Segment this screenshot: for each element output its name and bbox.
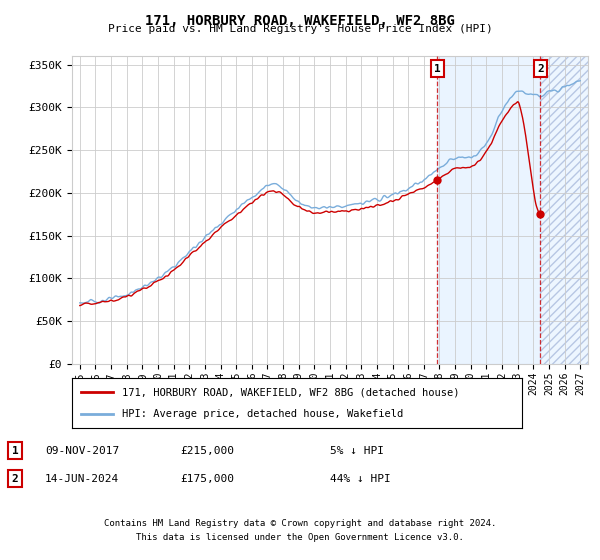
Text: HPI: Average price, detached house, Wakefield: HPI: Average price, detached house, Wake…	[121, 409, 403, 419]
Text: This data is licensed under the Open Government Licence v3.0.: This data is licensed under the Open Gov…	[136, 533, 464, 542]
Text: Price paid vs. HM Land Registry's House Price Index (HPI): Price paid vs. HM Land Registry's House …	[107, 24, 493, 34]
Text: Contains HM Land Registry data © Crown copyright and database right 2024.: Contains HM Land Registry data © Crown c…	[104, 519, 496, 528]
Text: 1: 1	[434, 64, 440, 74]
Text: 09-NOV-2017: 09-NOV-2017	[45, 446, 119, 456]
Text: £215,000: £215,000	[180, 446, 234, 456]
Text: 1: 1	[11, 446, 19, 456]
Bar	[541, 56, 588, 364]
Text: 5% ↓ HPI: 5% ↓ HPI	[330, 446, 384, 456]
Text: £175,000: £175,000	[180, 474, 234, 484]
Text: 171, HORBURY ROAD, WAKEFIELD, WF2 8BG (detached house): 171, HORBURY ROAD, WAKEFIELD, WF2 8BG (d…	[121, 387, 459, 397]
Text: 14-JUN-2024: 14-JUN-2024	[45, 474, 119, 484]
Text: 2: 2	[11, 474, 19, 484]
Text: 44% ↓ HPI: 44% ↓ HPI	[330, 474, 391, 484]
Bar	[437, 56, 541, 364]
Text: 2: 2	[537, 64, 544, 74]
Bar	[541, 56, 588, 364]
Text: 171, HORBURY ROAD, WAKEFIELD, WF2 8BG: 171, HORBURY ROAD, WAKEFIELD, WF2 8BG	[145, 14, 455, 28]
